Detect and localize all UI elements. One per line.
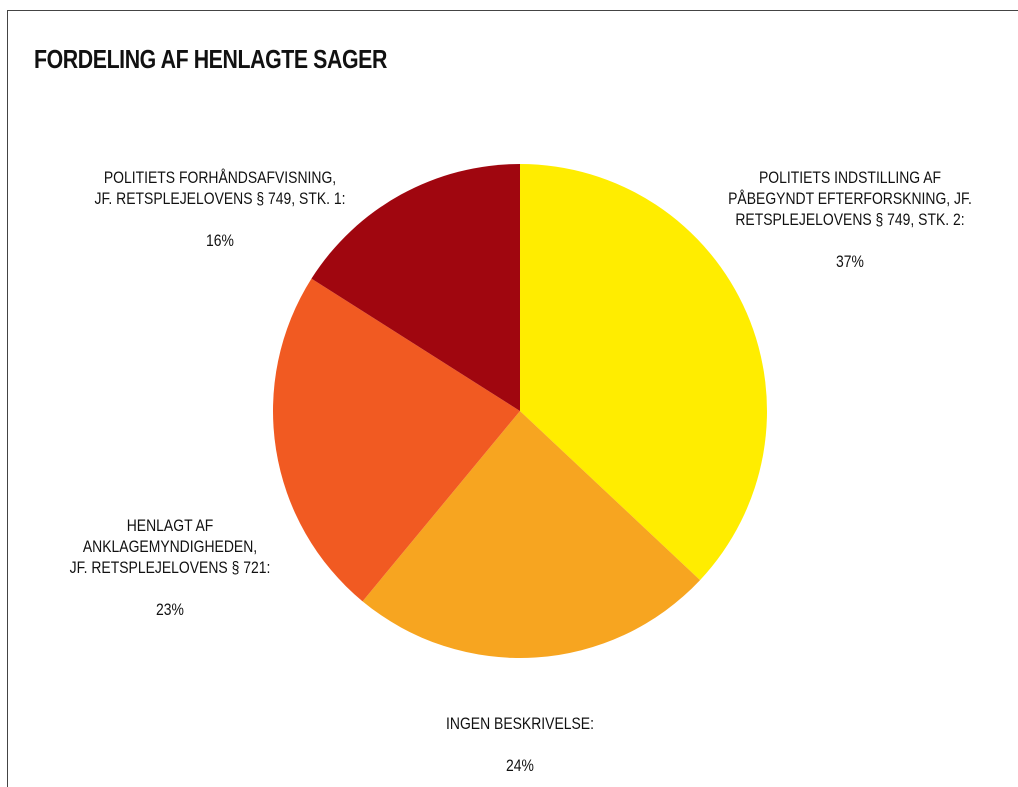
chart-title: FORDELING AF HENLAGTE SAGER: [34, 44, 387, 74]
pie-slice-ingen-beskrivelse: [362, 411, 701, 659]
slice-label-henlagt-af-anklagemyndigheden: HENLAGT AF ANKLAGEMYNDIGHEDEN, JF. RETSP…: [31, 494, 310, 620]
slice-label-politiets-forhaandsafvisning: POLITIETS FORHÅNDSAFVISNING, JF. RETSPLE…: [72, 146, 367, 251]
slice-value-label: 16%: [206, 231, 234, 250]
slice-label-text: INGEN BESKRIVELSE:: [446, 714, 594, 733]
pie-slice-henlagt-af-anklagemyndigheden: [272, 278, 520, 602]
slice-label-politiets-indstilling: POLITIETS INDSTILLING AF PÅBEGYNDT EFTER…: [711, 146, 990, 272]
slice-label-text: POLITIETS INDSTILLING AF PÅBEGYNDT EFTER…: [728, 168, 972, 229]
pie-slice-politiets-indstilling: [520, 164, 768, 581]
slice-label-text: POLITIETS FORHÅNDSAFVISNING, JF. RETSPLE…: [94, 168, 346, 208]
slice-value-label: 23%: [156, 600, 184, 619]
slice-label-text: HENLAGT AF ANKLAGEMYNDIGHEDEN, JF. RETSP…: [69, 516, 271, 577]
pie-slice-politiets-forhaandsafvisning: [311, 164, 520, 411]
pie-slices: [272, 164, 768, 659]
slice-value-label: 37%: [836, 252, 864, 271]
slice-label-ingen-beskrivelse: INGEN BESKRIVELSE: 24%: [405, 692, 635, 776]
chart-frame: [7, 10, 1018, 787]
slice-value-label: 24%: [506, 756, 534, 775]
